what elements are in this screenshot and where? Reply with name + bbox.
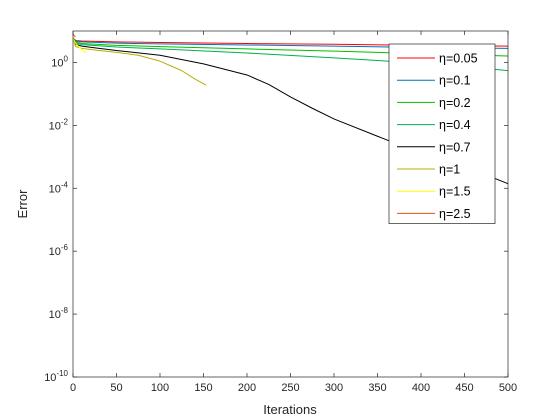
x-axis-ticks: 0 50 100 150 200 250 300 350 400 450 500 bbox=[70, 31, 517, 394]
x-tick-label: 300 bbox=[325, 382, 343, 394]
series-line-6 bbox=[72, 37, 207, 86]
legend: η=0.05 η=0.1 η=0.2 η=0.4 η=0.7 η=1 η=1.5 η=2.5 bbox=[388, 43, 496, 224]
legend-label: η=1.5 bbox=[439, 185, 471, 199]
legend-label: η=0.4 bbox=[439, 118, 471, 132]
series-line-8 bbox=[72, 33, 76, 38]
legend-label: η=0.7 bbox=[439, 140, 471, 154]
x-tick-label: 150 bbox=[194, 382, 212, 394]
x-axis-label: Iterations bbox=[263, 402, 317, 417]
y-axis-ticks: 100 10-2 10-4 10-6 10-8 10-10 bbox=[44, 54, 508, 384]
y-axis-label: Error bbox=[15, 189, 30, 219]
y-tick-label: 10-4 bbox=[49, 180, 69, 195]
x-tick-label: 450 bbox=[455, 382, 473, 394]
legend-label: η=0.2 bbox=[439, 96, 471, 110]
legend-box bbox=[388, 43, 496, 224]
legend-label: η=2.5 bbox=[439, 207, 471, 221]
x-tick-label: 350 bbox=[368, 382, 386, 394]
legend-label: η=0.05 bbox=[439, 52, 478, 66]
x-tick-label: 250 bbox=[281, 382, 299, 394]
x-tick-label: 50 bbox=[110, 382, 122, 394]
y-tick-label: 10-6 bbox=[49, 243, 69, 258]
x-tick-label: 500 bbox=[499, 382, 517, 394]
x-tick-label: 0 bbox=[70, 382, 76, 394]
y-tick-label: 10-8 bbox=[49, 306, 69, 321]
x-tick-label: 100 bbox=[151, 382, 169, 394]
x-tick-label: 200 bbox=[238, 382, 256, 394]
series-line-7 bbox=[72, 37, 87, 54]
y-tick-label: 10-10 bbox=[44, 369, 68, 384]
y-tick-label: 10-2 bbox=[49, 117, 69, 132]
x-tick-label: 400 bbox=[412, 382, 430, 394]
legend-label: η=0.1 bbox=[439, 74, 471, 88]
legend-label: η=1 bbox=[439, 163, 460, 177]
y-tick-label: 100 bbox=[51, 54, 68, 69]
